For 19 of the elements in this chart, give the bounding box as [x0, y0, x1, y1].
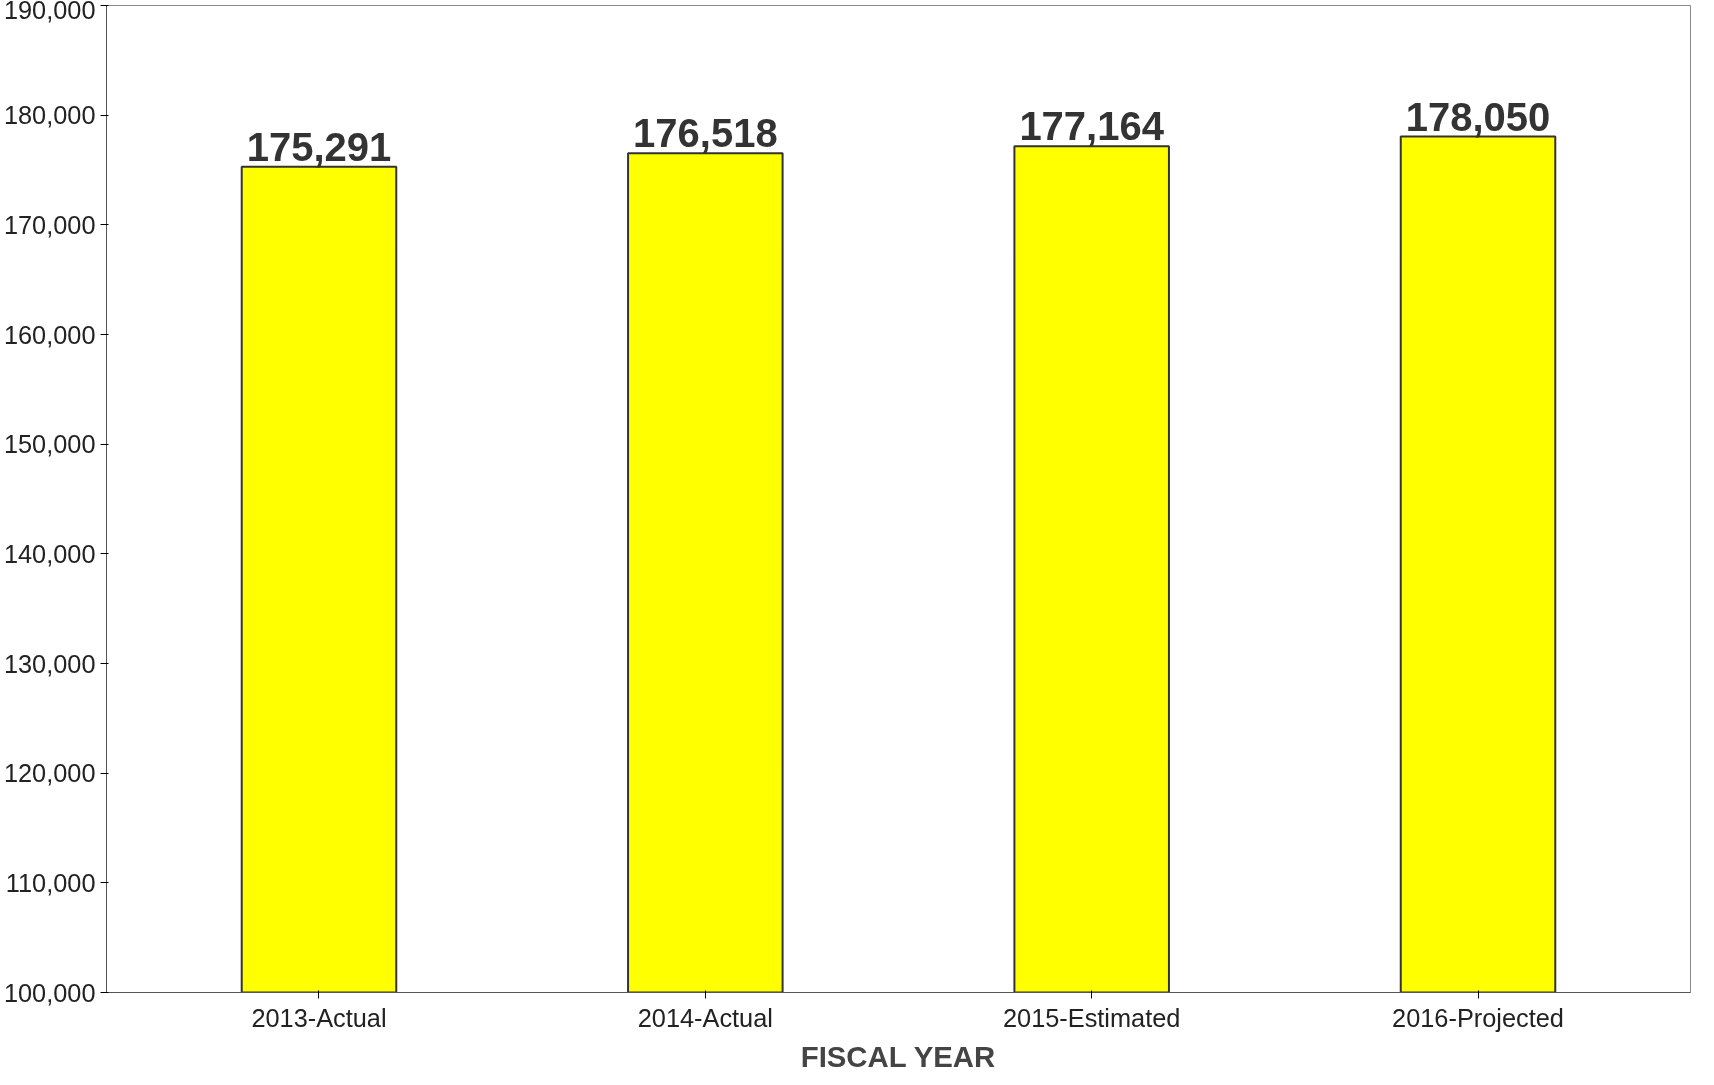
data-label: 178,050: [1405, 94, 1551, 139]
y-tick-label: 110,000: [5, 868, 96, 897]
data-label: 177,164: [1019, 104, 1165, 149]
y-tick-label: 120,000: [3, 759, 96, 788]
x-tick-label: 2014-Actual: [637, 1003, 773, 1032]
y-tick-label: 190,000: [3, 0, 96, 24]
y-tick-label: 180,000: [3, 101, 96, 130]
x-tick-label: 2015-Estimated: [1002, 1003, 1181, 1032]
y-tick-label: 130,000: [3, 649, 96, 678]
x-tick-label: 2013-Actual: [251, 1003, 387, 1032]
x-axis-title: FISCAL YEAR: [800, 1039, 996, 1073]
y-tick-label: 160,000: [3, 320, 96, 349]
data-label: 176,518: [633, 111, 778, 156]
y-tick-label: 170,000: [3, 210, 96, 239]
x-tick-label: 2016-Projected: [1392, 1003, 1564, 1032]
y-tick-label: 150,000: [3, 430, 96, 459]
y-tick-label: 140,000: [3, 539, 96, 568]
data-label: 175,291: [246, 124, 392, 169]
y-tick-label: 100,000: [3, 978, 96, 1007]
